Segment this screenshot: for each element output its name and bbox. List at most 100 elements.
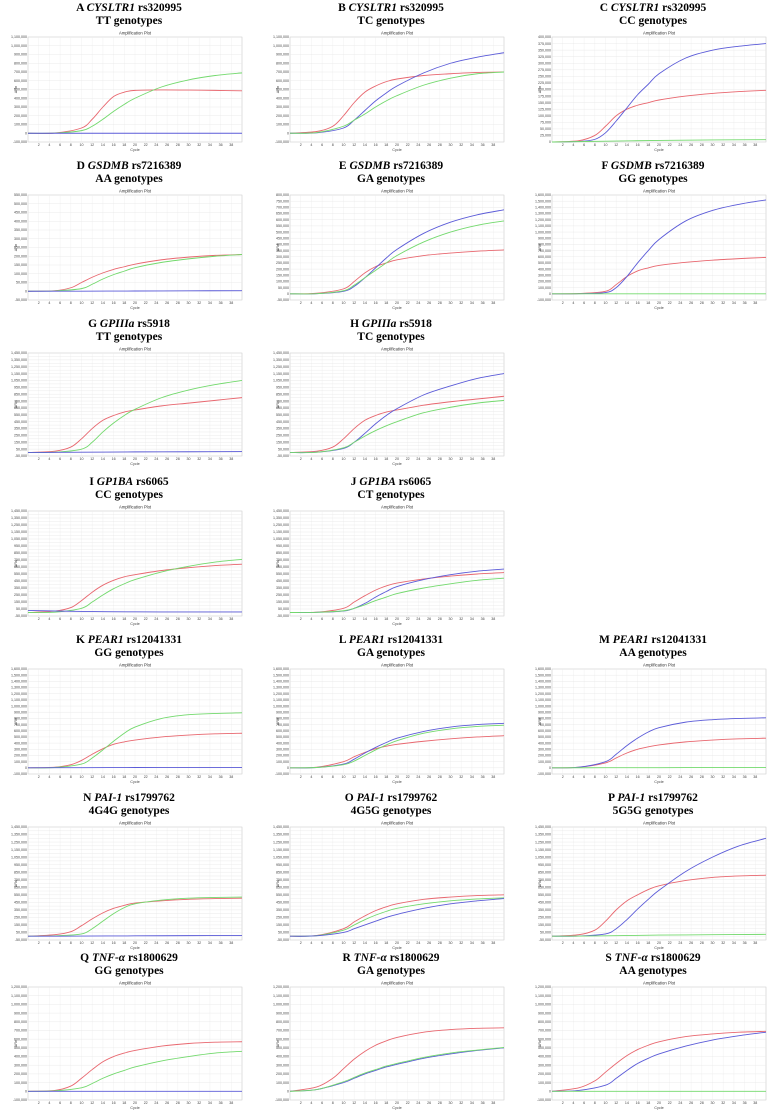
x-tick-label: 32 — [459, 941, 463, 945]
y-tick-label: 0 — [549, 140, 551, 144]
gene-name: GPIIIa — [361, 318, 397, 330]
series-line-green — [27, 712, 243, 769]
series-line-green — [289, 399, 505, 454]
x-tick-label: 16 — [112, 617, 116, 621]
y-tick-label: 500,000 — [14, 202, 27, 206]
y-axis-label: ΔRn — [276, 401, 280, 408]
snp-id: rs12041331 — [126, 634, 183, 646]
y-tick-label: 350,000 — [14, 586, 27, 590]
x-tick-label: 22 — [406, 457, 410, 461]
x-tick-label: 34 — [470, 617, 474, 621]
panel-heading: O PAI-1 rs1799762 4G5G genotypes — [276, 792, 506, 818]
x-tick-label: 8 — [70, 457, 72, 461]
genotype-label: CT genotypes — [357, 489, 425, 501]
x-tick-label: 14 — [363, 617, 367, 621]
x-tick-label: 4 — [572, 941, 574, 945]
x-tick-label: 2 — [300, 617, 302, 621]
x-tick-label: 18 — [122, 1101, 126, 1105]
panel-heading: B CYSLTR1 rs320995 TC genotypes — [276, 2, 506, 28]
y-tick-label: 1,250,000 — [11, 365, 27, 369]
x-tick-label: 14 — [625, 143, 629, 147]
x-tick-label: 32 — [197, 775, 201, 779]
panel-c: C CYSLTR1 rs320995 CC genotypes Amplificat… — [538, 2, 768, 152]
x-tick-label: 32 — [197, 143, 201, 147]
x-tick-label: 34 — [732, 301, 736, 305]
x-tick-label: 16 — [374, 941, 378, 945]
y-tick-label: 250,000 — [14, 916, 27, 920]
y-tick-label: 200,000 — [14, 254, 27, 258]
y-tick-label: 450,000 — [538, 901, 551, 905]
panel-k: K PEAR1 rs12041331 GG genotypes Amplificat… — [11, 634, 244, 784]
x-tick-label: 24 — [678, 143, 682, 147]
y-tick-label: 650,000 — [14, 885, 27, 889]
x-tick-label: 28 — [438, 301, 442, 305]
x-tick-label: 4 — [572, 1101, 574, 1105]
y-tick-label: 1,000,000 — [273, 44, 289, 48]
y-tick-label: 600,000 — [14, 729, 27, 733]
x-axis-label: Cycle — [392, 946, 402, 950]
x-tick-label: 14 — [363, 1101, 367, 1105]
panel-m: M PEAR1 rs12041331 AA genotypes Amplificat… — [535, 634, 768, 784]
y-tick-label: 275,000 — [538, 68, 551, 72]
series-line-red — [27, 732, 243, 769]
y-tick-label: -100,000 — [537, 298, 551, 302]
y-tick-label: 100,000 — [14, 272, 27, 276]
y-tick-label: 1,450,000 — [273, 825, 289, 829]
y-tick-label: -100,000 — [13, 772, 27, 776]
y-tick-label: 800,000 — [276, 61, 289, 65]
y-tick-label: 150,000 — [276, 600, 289, 604]
x-tick-label: 14 — [625, 301, 629, 305]
y-tick-label: 100,000 — [538, 286, 551, 290]
panel-heading: D GSDMB rs7216389 AA genotypes — [14, 160, 244, 186]
y-axis-label: ΔRn — [276, 880, 280, 887]
series-line-green — [289, 897, 505, 937]
y-tick-label: 1,150,000 — [11, 372, 27, 376]
y-tick-label: 1,250,000 — [11, 840, 27, 844]
x-tick-label: 34 — [470, 941, 474, 945]
y-tick-label: 500,000 — [538, 1046, 551, 1050]
x-tick-label: 38 — [753, 941, 757, 945]
x-tick-label: 38 — [229, 143, 233, 147]
y-tick-label: 600,000 — [276, 79, 289, 83]
y-tick-label: 1,100,000 — [11, 35, 27, 39]
panel-letter: K — [75, 634, 85, 646]
panel-heading: S TNF-α rs1800629 AA genotypes — [538, 952, 768, 978]
x-tick-label: 24 — [678, 1101, 682, 1105]
snp-id: rs1799762 — [648, 792, 698, 804]
x-tick-label: 20 — [395, 301, 399, 305]
y-tick-label: 1,200,000 — [535, 218, 551, 222]
series-line-red — [27, 897, 243, 937]
x-tick-label: 12 — [90, 143, 94, 147]
y-tick-label: 350,000 — [14, 228, 27, 232]
y-tick-label: 1,100,000 — [273, 35, 289, 39]
x-tick-label: 16 — [112, 301, 116, 305]
x-tick-label: 8 — [70, 301, 72, 305]
series-line-blue — [27, 451, 243, 454]
x-tick-label: 16 — [374, 301, 378, 305]
series-line-red — [551, 256, 767, 295]
x-tick-label: 36 — [743, 143, 747, 147]
genotype-label: GA genotypes — [356, 173, 426, 185]
x-tick-label: 28 — [176, 301, 180, 305]
y-tick-label: 350,000 — [276, 908, 289, 912]
panel-heading: P PAI-1 rs1799762 5G5G genotypes — [538, 792, 768, 818]
series-line-blue — [289, 52, 505, 134]
y-tick-label: 1,050,000 — [273, 537, 289, 541]
x-tick-label: 38 — [229, 941, 233, 945]
x-tick-label: 28 — [176, 457, 180, 461]
x-tick-label: 2 — [38, 301, 40, 305]
y-tick-label: 1,150,000 — [11, 530, 27, 534]
y-tick-label: 300,000 — [276, 255, 289, 259]
y-tick-label: 0 — [25, 131, 27, 135]
x-tick-label: 2 — [562, 143, 564, 147]
x-tick-label: 2 — [300, 941, 302, 945]
x-tick-label: 28 — [438, 457, 442, 461]
x-tick-label: 22 — [144, 617, 148, 621]
amplification-chart: Amplification Plot -100,000 0 100,000 200,00… — [11, 663, 243, 784]
panel-heading: M PEAR1 rs12041331 AA genotypes — [538, 634, 768, 660]
x-tick-label: 12 — [614, 941, 618, 945]
y-tick-label: 375,000 — [538, 42, 551, 46]
x-tick-label: 36 — [481, 1101, 485, 1105]
y-tick-label: 0 — [549, 292, 551, 296]
series-line-red — [27, 397, 243, 454]
